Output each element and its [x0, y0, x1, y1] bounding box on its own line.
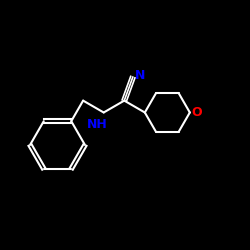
Text: O: O — [192, 106, 202, 119]
Text: NH: NH — [87, 118, 108, 131]
Text: N: N — [135, 69, 145, 82]
